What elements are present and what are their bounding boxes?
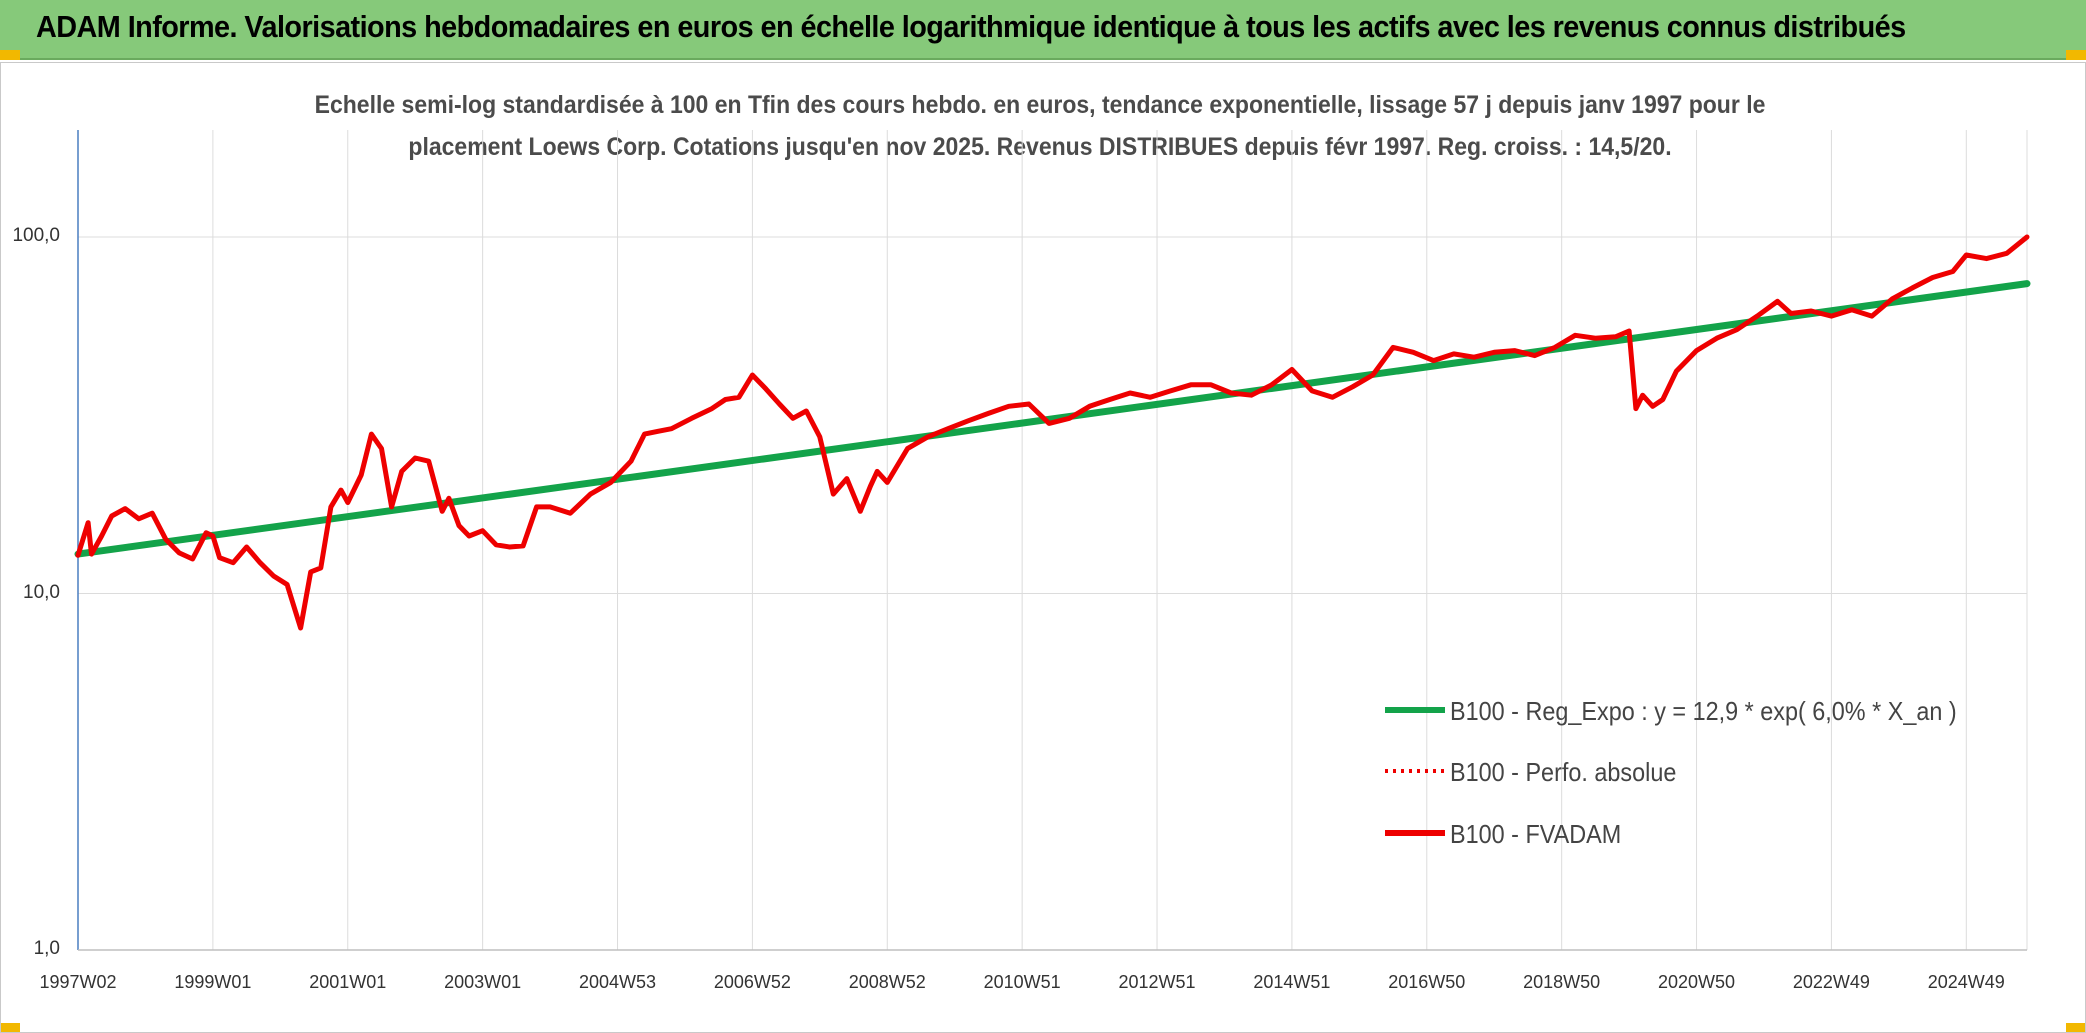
legend-swatch-trend xyxy=(1385,707,1445,713)
chart-subtitle-line-2: placement Loews Corp. Cotations jusqu'en… xyxy=(408,133,1672,161)
title-banner: ADAM Informe. Valorisations hebdomadaire… xyxy=(0,0,2086,60)
legend-item-perfo: B100 - Perfo. absolue xyxy=(1385,751,2025,791)
x-tick-label: 2003W01 xyxy=(444,972,522,992)
x-tick-label: 2012W51 xyxy=(1118,972,1196,992)
x-tick-label: 2008W52 xyxy=(848,972,926,992)
page-title: ADAM Informe. Valorisations hebdomadaire… xyxy=(36,9,1906,44)
x-tick-label: 1997W02 xyxy=(39,972,117,992)
x-tick-label: 2014W51 xyxy=(1253,972,1331,992)
corner-mark-right xyxy=(2066,50,2086,60)
corner-mark-bottom-left xyxy=(0,1023,20,1033)
x-tick-label: 2018W50 xyxy=(1523,972,1601,992)
chart-subtitle-line-1: Echelle semi-log standardisée à 100 en T… xyxy=(314,91,1766,119)
legend-label-perfo: B100 - Perfo. absolue xyxy=(1450,757,1677,787)
legend-label-trend: B100 - Reg_Expo : y = 12,9 * exp( 6,0% *… xyxy=(1450,696,1957,726)
corner-mark-left xyxy=(0,50,20,60)
x-tick-label: 2020W50 xyxy=(1658,972,1736,992)
legend-item-fvadam: B100 - FVADAM xyxy=(1385,813,2025,853)
x-tick-label: 2016W50 xyxy=(1388,972,1466,992)
x-tick-label: 2024W49 xyxy=(1927,972,2005,992)
x-tick-label: 2001W01 xyxy=(309,972,387,992)
y-tick-label: 10,0 xyxy=(23,581,60,603)
legend-item-trend: B100 - Reg_Expo : y = 12,9 * exp( 6,0% *… xyxy=(1385,690,2025,730)
x-tick-label: 2006W52 xyxy=(713,972,791,992)
series-fvadam-line xyxy=(75,234,2030,631)
x-tick-label: 2004W53 xyxy=(578,972,657,992)
y-tick-label: 1,0 xyxy=(33,938,60,959)
x-tick-label: 2010W51 xyxy=(983,972,1061,992)
y-tick-label: 100,0 xyxy=(12,225,60,246)
x-tick-label: 1999W01 xyxy=(174,972,252,992)
corner-mark-bottom-right xyxy=(2066,1023,2086,1033)
legend-label-fvadam: B100 - FVADAM xyxy=(1450,819,1622,849)
legend-swatch-perfo xyxy=(1385,769,1445,773)
series-trend-line xyxy=(74,280,2031,558)
x-tick-label: 2022W49 xyxy=(1792,972,1870,992)
legend-swatch-fvadam xyxy=(1385,830,1445,836)
